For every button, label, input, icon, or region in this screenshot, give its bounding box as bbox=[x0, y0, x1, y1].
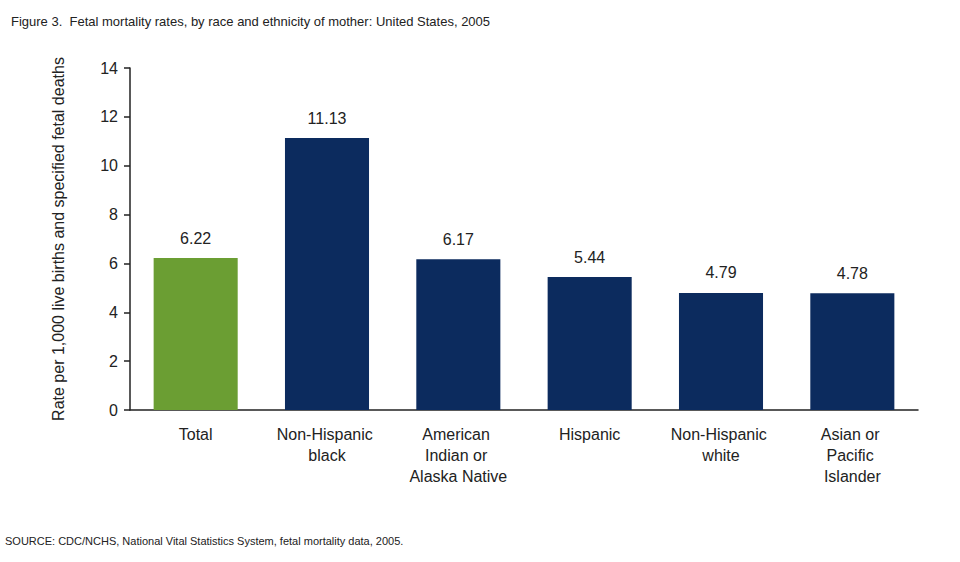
svg-text:10: 10 bbox=[100, 157, 118, 174]
svg-text:Non-Hispanic: Non-Hispanic bbox=[671, 426, 771, 443]
svg-text:Alaska Native: Alaska Native bbox=[409, 468, 507, 485]
svg-text:14: 14 bbox=[100, 60, 118, 77]
svg-text:12: 12 bbox=[100, 108, 118, 125]
svg-text:6.22: 6.22 bbox=[180, 230, 211, 247]
svg-text:0: 0 bbox=[109, 402, 118, 419]
svg-text:4: 4 bbox=[109, 304, 118, 321]
svg-text:black: black bbox=[308, 447, 346, 464]
svg-text:Pacific: Pacific bbox=[827, 447, 879, 464]
svg-text:American: American bbox=[422, 426, 494, 443]
svg-text:4.78: 4.78 bbox=[837, 265, 868, 282]
svg-text:5.44: 5.44 bbox=[574, 249, 605, 266]
svg-text:Hispanic: Hispanic bbox=[559, 426, 620, 443]
svg-text:8: 8 bbox=[109, 206, 118, 223]
svg-text:4.79: 4.79 bbox=[705, 264, 736, 281]
svg-text:Figure 3. Fetal mortality rat: Figure 3. Fetal mortality rates, by race… bbox=[11, 14, 490, 29]
svg-text:SOURCE: CDC/NCHS, National Vit: SOURCE: CDC/NCHS, National Vital Statist… bbox=[5, 535, 403, 547]
svg-text:6.17: 6.17 bbox=[443, 231, 474, 248]
svg-text:Indian or: Indian or bbox=[425, 447, 492, 464]
svg-text:Rate per 1,000 live births and: Rate per 1,000 live births and specified… bbox=[50, 57, 67, 421]
svg-text:white: white bbox=[701, 447, 739, 464]
svg-text:Total: Total bbox=[179, 426, 213, 443]
svg-text:Non-Hispanic: Non-Hispanic bbox=[277, 426, 377, 443]
svg-text:2: 2 bbox=[109, 353, 118, 370]
svg-text:6: 6 bbox=[109, 255, 118, 272]
svg-text:Islander: Islander bbox=[824, 468, 882, 485]
svg-text:Asian or: Asian or bbox=[821, 426, 884, 443]
svg-text:11.13: 11.13 bbox=[308, 110, 347, 127]
